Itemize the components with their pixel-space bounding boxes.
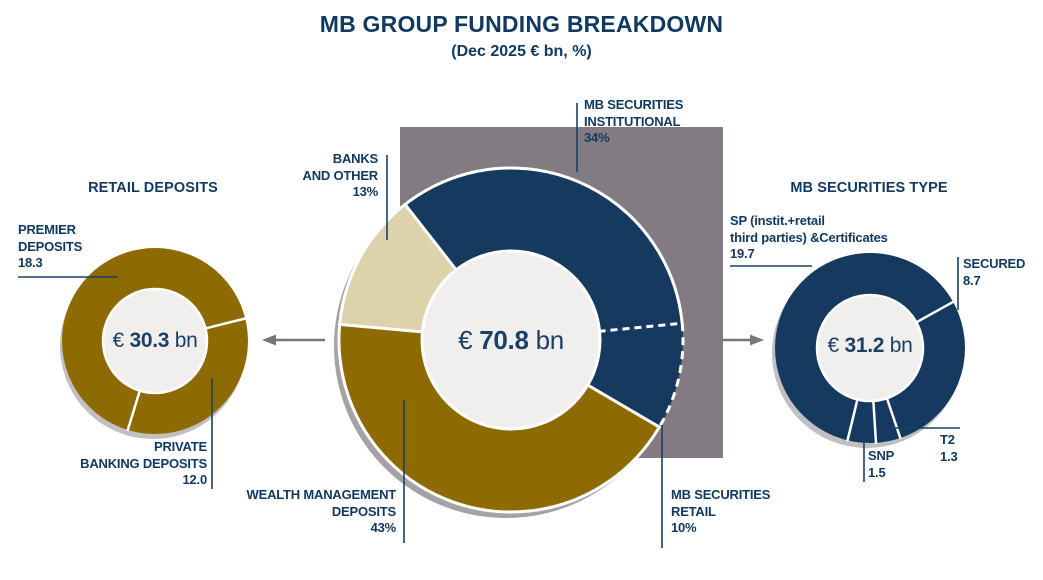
- callout-wealth-management-deposits: WEALTH MANAGEMENT DEPOSITS 43%: [246, 487, 397, 537]
- arrow-head-icon: [750, 334, 764, 346]
- callout-premier-deposits: PREMIER DEPOSITS 18.3: [18, 222, 82, 272]
- callout-label: SNP: [868, 448, 895, 463]
- callout-private-banking-deposits: PRIVATE BANKING DEPOSITS 12.0: [80, 439, 207, 489]
- callout-banks-and-other: BANKS AND OTHER 13%: [302, 151, 379, 201]
- donut-hole: [420, 249, 602, 431]
- slice-wealth-management-deposits: [339, 324, 660, 512]
- slice-banks-and-other: [339, 204, 457, 332]
- callout-label: WEALTH MANAGEMENT DEPOSITS: [246, 487, 397, 519]
- callout-label: SP (instit.+retail third parties) &Certi…: [730, 213, 888, 245]
- callout-value: 12.0: [182, 472, 207, 487]
- arrow-left-icon: [262, 334, 325, 346]
- callout-secured: SECURED 8.7: [963, 256, 1025, 289]
- ring-securities-type: [775, 253, 965, 443]
- callout-value: 18.3: [18, 255, 43, 270]
- arrow-head-icon: [262, 334, 276, 346]
- slice-separator: [846, 398, 859, 442]
- callout-value: 10%: [671, 520, 697, 535]
- callout-label: MB SECURITIES RETAIL: [671, 487, 771, 519]
- slice-separator: [204, 317, 247, 330]
- donut-hole: [815, 293, 925, 403]
- slice-separator: [872, 399, 878, 444]
- donut-outer-rim: [337, 166, 684, 514]
- slice-separator: [126, 389, 142, 432]
- euro-sign: €: [112, 329, 125, 352]
- slice-mb-securities-retail: [587, 323, 683, 428]
- center-value-securities-type: € 31.2 bn: [827, 334, 913, 357]
- donut-group-funding: [334, 166, 685, 518]
- callout-label: T2: [940, 432, 955, 447]
- right-donut-title: MB SECURITIES TYPE: [790, 180, 948, 196]
- slice-separator: [885, 396, 902, 440]
- callout-value: 34%: [584, 130, 610, 145]
- callout-label: MB SECURITIES INSTITUTIONAL: [584, 97, 684, 129]
- euro-sign: €: [458, 325, 473, 355]
- left-donut-title: RETAIL DEPOSITS: [88, 180, 218, 196]
- slice-boundary: [403, 202, 459, 272]
- callout-t2: T2 1.3: [940, 432, 958, 465]
- slice-separator: [914, 300, 955, 324]
- callout-snp: SNP 1.5: [868, 448, 894, 481]
- callout-sp-certificates: SP (instit.+retail third parties) &Certi…: [730, 213, 888, 263]
- slice-boundary: [586, 383, 662, 430]
- callout-label: PRIVATE BANKING DEPOSITS: [80, 439, 207, 471]
- center-value-group-funding: € 70.8 bn: [458, 325, 564, 355]
- callout-value: 19.7: [730, 246, 755, 261]
- ring-retail-deposits: [62, 248, 248, 434]
- callout-value: 1.3: [940, 448, 958, 464]
- donut-securities-type: [772, 253, 965, 448]
- page-subtitle: (Dec 2025 € bn, %): [451, 43, 592, 60]
- callout-mb-securities-institutional: MB SECURITIES INSTITUTIONAL 34%: [584, 97, 683, 147]
- center-value-retail-deposits: € 30.3 bn: [112, 329, 198, 352]
- donut-hole: [101, 287, 209, 395]
- slice-boundary: [598, 321, 684, 333]
- slice-boundary: [338, 322, 424, 334]
- slice-mb-securities-institutional: [405, 167, 683, 332]
- callout-value: 1.5: [868, 464, 886, 480]
- euro-sign: €: [827, 334, 840, 357]
- callout-mb-securities-retail: MB SECURITIES RETAIL 10%: [671, 487, 770, 537]
- callout-value: 8.7: [963, 272, 981, 288]
- callout-label: SECURED: [963, 256, 1026, 271]
- callout-label: BANKS AND OTHER: [302, 151, 379, 183]
- callout-label: PREMIER DEPOSITS: [18, 222, 83, 254]
- page-title: MB GROUP FUNDING BREAKDOWN: [319, 11, 724, 37]
- callout-value: 13%: [352, 184, 379, 199]
- arrow-right-icon: [723, 334, 764, 346]
- callout-value: 43%: [370, 520, 397, 535]
- donut-retail-deposits: [60, 248, 248, 439]
